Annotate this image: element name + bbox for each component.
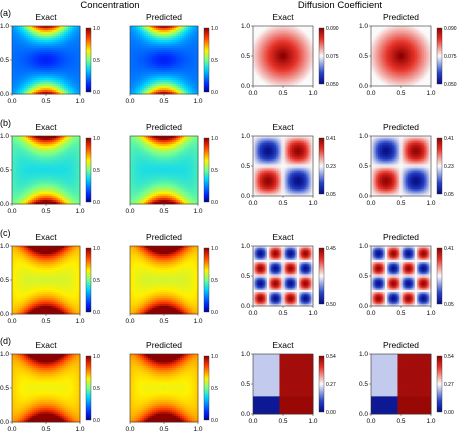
colorbar: [86, 28, 91, 92]
colorbar-tick-label: 0.050: [326, 82, 339, 88]
x-tick-label: 1.0: [308, 90, 317, 97]
panel-title: Predicted: [146, 12, 182, 22]
colorbar: [319, 28, 324, 84]
colorbar-tick-label: 0.075: [444, 54, 457, 60]
x-tick-label: 0.5: [159, 98, 168, 105]
y-tick-label: 0.5: [241, 53, 250, 60]
panel-title: Exact: [35, 12, 57, 22]
colorbar-tick-label: 0.5: [211, 58, 218, 64]
colorbar: [204, 28, 209, 92]
row-label: (a): [0, 8, 11, 18]
heatmap-panel: Exact 0.0 0.5 1.0 0.0 0.5 1.0 1.0 0.5 0.0: [0, 12, 100, 105]
y-tick-label: 0.0: [241, 83, 250, 90]
heatmap-panel: Exact0.0 0.5 1.00.00.51.0 1.00.50.0: [0, 122, 100, 215]
x-tick-label: 0.0: [125, 98, 134, 105]
colorbar-tick-label: 0.090: [444, 26, 457, 32]
heatmap-panel: Exact 0.0 0.5 1.0 0.0 0.5 1.0 0.090 0.075 0.050: [241, 12, 339, 97]
colorbar-tick-label: 0.0: [211, 90, 218, 96]
heatmap-panel: Predicted 0.0 0.5 1.0 0.0 0.5 1.0 0.090 0.075 0.0…: [359, 12, 457, 97]
x-tick-label: 1.0: [75, 98, 84, 105]
x-tick-label: 0.5: [396, 90, 405, 97]
colorbar-tick-label: 1.0: [93, 26, 100, 32]
colorbar-tick-label: 0.050: [444, 82, 457, 88]
header-concentration: Concentration: [80, 0, 139, 11]
x-tick-label: 0.5: [41, 98, 50, 105]
colorbar: [437, 28, 442, 84]
y-tick-label: 1.0: [359, 23, 368, 30]
colorbar-tick-label: 0.090: [326, 26, 339, 32]
figure-row: (b) Exact0.0 0.5 1.00.00.51.0 1.00.50.0Predi…: [0, 118, 454, 215]
x-tick-label: 1.0: [193, 98, 202, 105]
y-tick-label: 1.0: [241, 23, 250, 30]
y-tick-label: 1.0: [0, 23, 9, 30]
header-diffusion: Diffusion Coefficient: [298, 0, 383, 11]
panel-title: Predicted: [383, 12, 419, 22]
colorbar-tick-label: 0.5: [93, 58, 100, 64]
x-tick-label: 0.5: [278, 90, 287, 97]
colorbar-tick-label: 1.0: [211, 26, 218, 32]
x-tick-label: 0.0: [7, 98, 16, 105]
heatmap-panel: Predicted 0.0 0.5 1.0 1.0 0.5 0.0: [125, 12, 218, 105]
panel-title: Exact: [35, 122, 57, 132]
colorbar-tick-label: 0.0: [93, 90, 100, 96]
y-tick-label: 0.0: [0, 91, 9, 98]
x-tick-label: 0.0: [248, 90, 257, 97]
colorbar-tick-label: 0.075: [326, 54, 339, 60]
x-tick-label: 0.0: [366, 90, 375, 97]
row-label: (b): [0, 118, 11, 128]
y-tick-label: 0.5: [359, 53, 368, 60]
x-tick-label: 1.0: [426, 90, 435, 97]
y-tick-label: 0.0: [359, 83, 368, 90]
panel-title: Exact: [272, 12, 294, 22]
y-tick-label: 0.5: [0, 57, 9, 64]
